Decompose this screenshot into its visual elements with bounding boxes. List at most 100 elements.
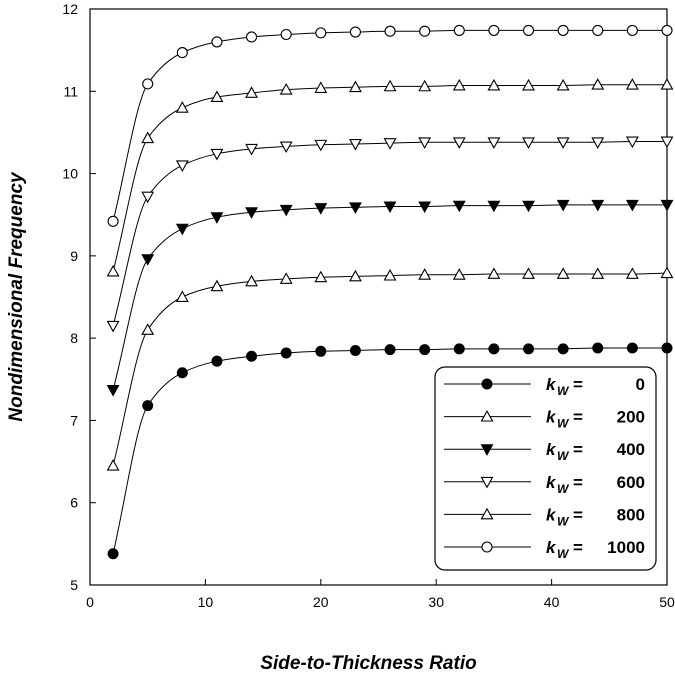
filled-circle-marker — [107, 548, 119, 560]
filled-circle-marker — [481, 378, 493, 390]
open-triangle-up-marker — [245, 274, 258, 287]
filled-triangle-down-marker — [314, 203, 328, 215]
legend-label-value: 600 — [617, 473, 645, 492]
open-triangle-up-marker — [591, 267, 605, 279]
legend-label-equals: = — [573, 375, 583, 394]
open-triangle-up-marker — [106, 264, 120, 277]
open-triangle-up-marker — [141, 323, 155, 335]
open-triangle-down-marker — [487, 137, 501, 149]
y-tick-label: 9 — [70, 248, 78, 264]
open-circle-marker — [315, 27, 327, 39]
open-triangle-down-marker — [452, 137, 466, 149]
open-triangle-up-marker — [141, 131, 155, 144]
filled-triangle-down-marker — [348, 202, 362, 214]
open-triangle-down-marker — [314, 139, 328, 152]
open-circle-marker — [107, 215, 119, 227]
open-triangle-up-marker — [314, 81, 328, 93]
filled-triangle-down-marker — [141, 254, 155, 266]
open-circle-marker — [626, 24, 638, 36]
open-triangle-up-marker — [383, 79, 397, 92]
plot-area-frame — [89, 8, 668, 586]
open-triangle-up-marker — [279, 83, 293, 95]
filled-triangle-down-marker — [556, 199, 570, 212]
legend-label-value: 800 — [617, 505, 645, 524]
open-circle-marker — [142, 78, 154, 90]
y-tick-label: 5 — [70, 577, 78, 593]
open-triangle-up-marker — [383, 268, 397, 281]
open-circle-marker — [522, 24, 535, 36]
open-triangle-up-marker — [418, 79, 432, 92]
open-triangle-up-marker — [556, 78, 570, 91]
open-triangle-down-marker — [141, 191, 155, 204]
legend-label-subscript: W — [557, 547, 570, 561]
open-circle-marker — [419, 25, 431, 37]
filled-circle-marker — [211, 355, 223, 367]
open-triangle-down-marker — [591, 137, 605, 149]
open-triangle-up-marker — [106, 459, 120, 471]
filled-triangle-down-marker — [279, 204, 293, 217]
open-circle-marker — [661, 24, 673, 36]
y-tick-label: 12 — [62, 1, 78, 17]
open-triangle-up-marker — [625, 78, 639, 90]
series-line — [112, 140, 667, 326]
x-tick-label: 40 — [544, 594, 560, 610]
open-triangle-up-marker — [522, 78, 535, 91]
x-tick-label: 10 — [198, 594, 214, 610]
filled-circle-marker — [592, 342, 604, 354]
open-triangle-down-marker — [660, 136, 674, 149]
filled-circle-marker — [315, 345, 327, 357]
open-triangle-down-marker — [106, 320, 120, 333]
open-triangle-up-marker — [660, 266, 674, 279]
open-circle-marker — [176, 47, 188, 59]
open-triangle-down-marker — [210, 148, 224, 161]
x-tick-label: 30 — [428, 594, 444, 610]
open-triangle-up-marker — [210, 279, 224, 292]
open-triangle-up-marker — [175, 290, 189, 302]
open-triangle-up-marker — [210, 90, 224, 102]
series-line — [112, 204, 667, 391]
open-triangle-up-marker — [556, 267, 570, 279]
open-triangle-up-marker — [314, 270, 328, 283]
open-triangle-up-marker — [279, 272, 293, 284]
x-axis-title: Side-to-Thickness Ratio — [260, 653, 476, 674]
filled-circle-marker — [176, 367, 188, 379]
series-line — [112, 272, 668, 466]
open-triangle-down-marker — [279, 141, 293, 154]
open-triangle-down-marker — [383, 138, 397, 150]
open-triangle-down-marker — [625, 136, 639, 149]
open-triangle-up-marker — [591, 78, 605, 90]
legend-label-equals: = — [573, 505, 583, 524]
filled-triangle-down-marker — [591, 199, 605, 212]
open-triangle-up-marker — [522, 267, 535, 279]
open-circle-marker — [384, 25, 396, 37]
legend-label-symbol: k — [546, 375, 557, 394]
filled-circle-marker — [246, 350, 258, 362]
open-triangle-up-marker — [418, 268, 432, 280]
filled-circle-marker — [661, 342, 673, 354]
x-tick-label: 20 — [313, 594, 329, 610]
y-tick-label: 7 — [70, 412, 78, 428]
legend-label-equals: = — [573, 473, 583, 492]
filled-circle-marker — [626, 342, 638, 354]
filled-circle-marker — [453, 343, 465, 355]
open-triangle-up-marker — [487, 267, 501, 279]
legend-label-subscript: W — [557, 514, 570, 528]
legend-label-symbol: k — [546, 440, 557, 459]
open-triangle-up-marker — [348, 80, 362, 93]
y-tick-label: 8 — [70, 330, 78, 346]
open-triangle-down-marker — [522, 137, 535, 149]
legend-label-value: 0 — [636, 375, 645, 394]
open-triangle-up-marker — [245, 86, 258, 98]
legend-label-symbol: k — [546, 408, 557, 427]
open-triangle-up-marker — [480, 409, 494, 422]
filled-circle-marker — [523, 343, 535, 355]
legend-label-subscript: W — [557, 417, 570, 431]
series-line — [112, 84, 667, 272]
filled-circle-marker — [488, 343, 500, 355]
filled-triangle-down-marker — [245, 207, 258, 219]
open-triangle-down-marker — [348, 138, 362, 151]
open-triangle-up-marker — [348, 269, 362, 282]
open-circle-marker — [349, 26, 361, 38]
filled-circle-marker — [280, 347, 292, 359]
